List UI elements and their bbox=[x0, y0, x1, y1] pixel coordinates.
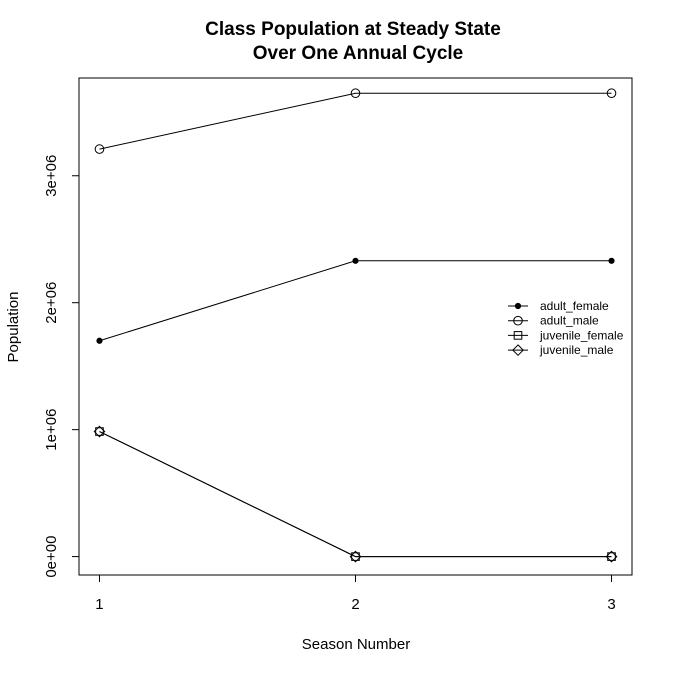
x-axis-label: Season Number bbox=[302, 636, 410, 653]
legend-label: adult_male bbox=[540, 314, 599, 328]
series-line bbox=[99, 431, 612, 558]
y-axis-label: Population bbox=[5, 292, 22, 363]
legend-marker bbox=[514, 302, 522, 310]
series-adult-female bbox=[96, 257, 615, 344]
series-line bbox=[99, 431, 612, 558]
series-line bbox=[99, 92, 612, 150]
legend-label: juvenile_female bbox=[539, 328, 624, 342]
y-tick-label: 1e+06 bbox=[43, 409, 60, 451]
legend-item: adult_female bbox=[508, 299, 609, 313]
series-line bbox=[99, 260, 612, 342]
x-tick-label: 1 bbox=[95, 596, 103, 613]
legend-marker bbox=[512, 344, 524, 357]
series-layer bbox=[93, 88, 618, 563]
data-point bbox=[95, 427, 104, 436]
data-point bbox=[350, 88, 361, 99]
legend-item: adult_male bbox=[508, 314, 599, 328]
x-axis: 1 2 3 bbox=[95, 574, 616, 613]
x-tick-label: 3 bbox=[607, 596, 615, 613]
legend-marker bbox=[513, 315, 523, 326]
data-point bbox=[93, 425, 106, 438]
chart-title-line-2: Over One Annual Cycle bbox=[253, 43, 463, 64]
legend: adult_femaleadult_malejuvenile_femalejuv… bbox=[508, 299, 624, 357]
legend-item: juvenile_male bbox=[508, 343, 614, 357]
series-juvenile-male bbox=[93, 425, 618, 563]
legend-marker bbox=[513, 331, 523, 340]
chart-title-line-1: Class Population at Steady State bbox=[205, 19, 501, 40]
data-point bbox=[352, 257, 359, 264]
series-adult-male bbox=[94, 88, 617, 154]
series-juvenile-female bbox=[95, 427, 616, 561]
data-point bbox=[96, 337, 103, 344]
legend-item: juvenile_female bbox=[508, 328, 624, 342]
data-point bbox=[605, 550, 618, 563]
legend-label: adult_female bbox=[540, 299, 609, 313]
legend-label: juvenile_male bbox=[539, 343, 614, 357]
y-tick-label: 3e+06 bbox=[43, 155, 60, 197]
y-tick-label: 0e+00 bbox=[43, 536, 60, 578]
x-tick-label: 2 bbox=[351, 596, 359, 613]
y-axis: 0e+00 1e+06 2e+06 3e+06 bbox=[43, 155, 80, 578]
data-point bbox=[94, 144, 105, 154]
y-tick-label: 2e+06 bbox=[43, 282, 60, 324]
data-point bbox=[608, 257, 615, 264]
data-point bbox=[349, 550, 362, 563]
data-point bbox=[606, 88, 617, 99]
